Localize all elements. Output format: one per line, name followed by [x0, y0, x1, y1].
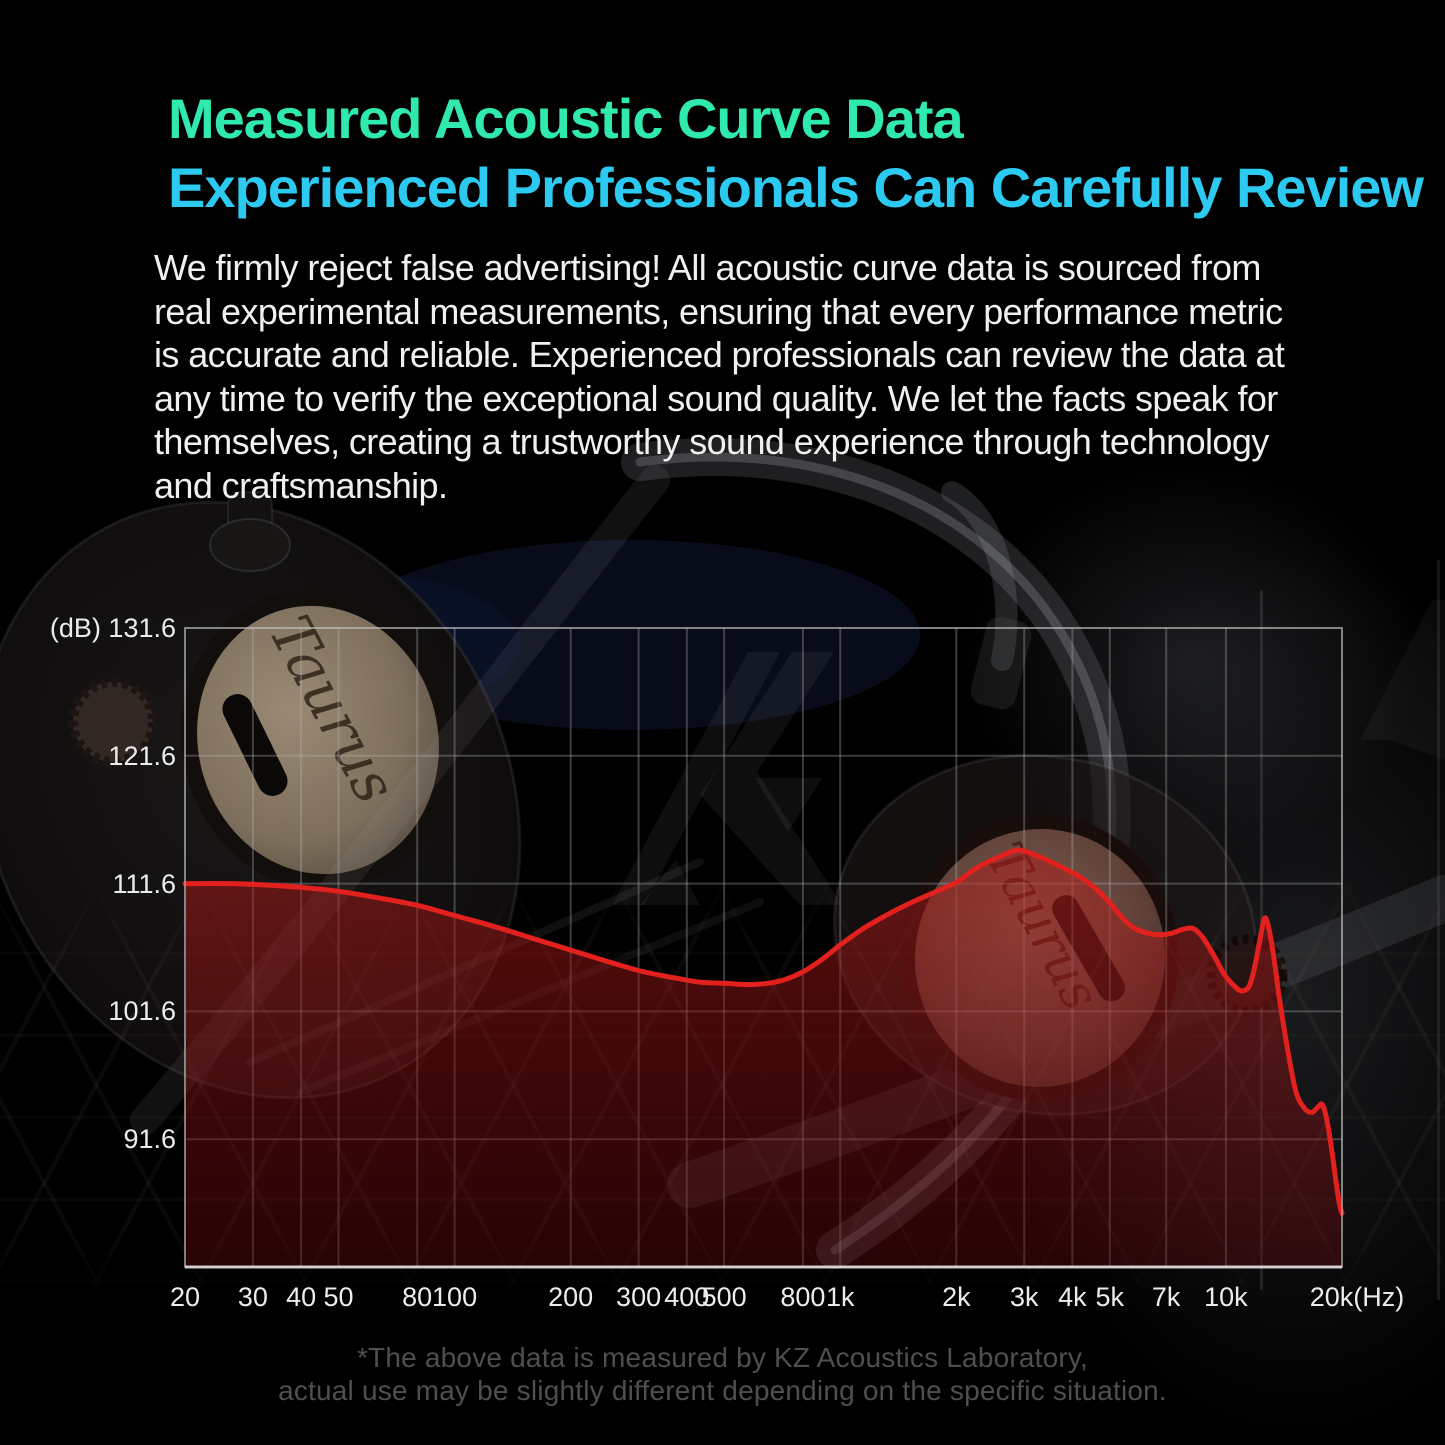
page-heading: Measured Acoustic Curve Data Experienced… — [168, 84, 1424, 222]
footnote: *The above data is measured by KZ Acoust… — [0, 1341, 1445, 1407]
intro-line: We firmly reject false advertising! All … — [154, 247, 1261, 288]
footnote-line-1: *The above data is measured by KZ Acoust… — [356, 1342, 1089, 1373]
response-curve-area — [185, 850, 1342, 1267]
left-faceplate-slash — [222, 694, 288, 796]
background-stripe — [1437, 560, 1440, 1300]
response-curve — [182, 847, 1345, 1216]
intro-line: and craftsmanship. — [154, 464, 448, 506]
intro-line: any time to verify the exceptional sound… — [154, 377, 1278, 419]
intro-line: themselves, creating a trustworthy sound… — [154, 421, 1269, 462]
background-blue-glow — [340, 540, 920, 730]
left-earbud-vent — [68, 677, 158, 767]
heading-line-2: Experienced Professionals Can Carefully … — [168, 156, 1424, 219]
left-earbud-faceplate — [181, 589, 455, 891]
footnote-line-2: actual use may be slightly different dep… — [278, 1375, 1167, 1406]
intro-line: is accurate and reliable. Experienced pr… — [154, 334, 1285, 375]
intro-paragraph: We firmly reject false advertising! All … — [154, 246, 1285, 507]
kz-logo-watermark-partial — [1360, 600, 1445, 760]
heading-line-1: Measured Acoustic Curve Data — [168, 87, 964, 150]
kz-logo-watermark — [612, 652, 842, 905]
intro-line: real experimental measurements, ensuring… — [154, 290, 1283, 332]
